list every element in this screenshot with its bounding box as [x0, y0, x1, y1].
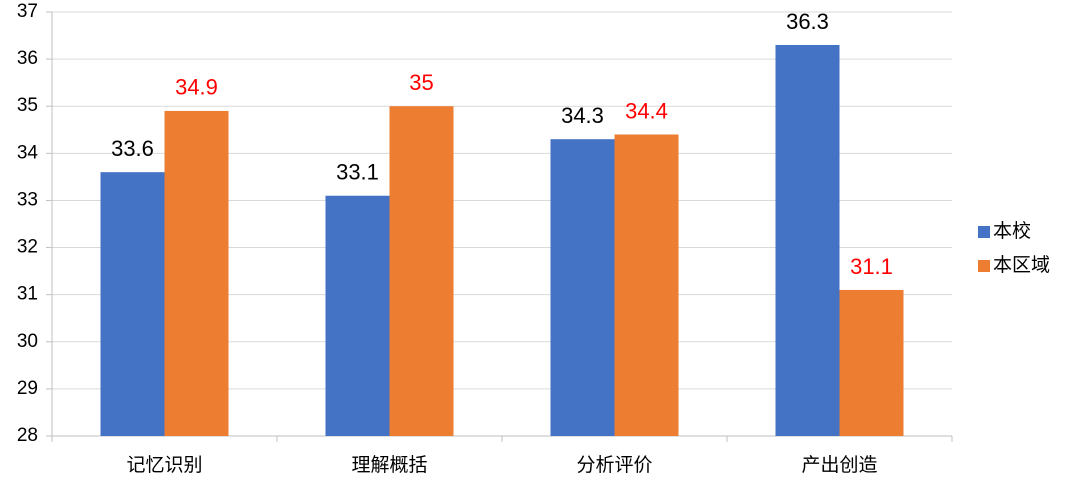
- bar: [839, 289, 904, 436]
- y-tick-label: 28: [17, 425, 38, 446]
- x-tick-label: 产出创造: [801, 454, 877, 476]
- x-tick-label: 记忆识别: [126, 454, 202, 476]
- bar: [775, 44, 840, 436]
- bar: [389, 106, 454, 436]
- bar: [614, 134, 679, 436]
- x-tick-label: 理解概括: [351, 454, 427, 476]
- y-tick-label: 34: [17, 142, 39, 163]
- y-tick-label: 36: [17, 48, 38, 69]
- bar: [325, 195, 390, 436]
- legend-swatch: [978, 226, 990, 238]
- value-label: 34.9: [175, 75, 218, 100]
- legend-swatch: [978, 260, 990, 272]
- y-tick-label: 29: [17, 378, 38, 399]
- x-tick-label: 分析评价: [576, 454, 652, 476]
- value-label: 33.1: [336, 160, 379, 185]
- value-label: 35: [409, 70, 433, 95]
- bar: [100, 172, 165, 436]
- y-tick-label: 35: [17, 95, 38, 116]
- value-label: 34.3: [561, 103, 604, 128]
- y-tick-label: 32: [17, 237, 38, 258]
- y-tick-label: 33: [17, 189, 38, 210]
- y-tick-label: 31: [17, 284, 38, 305]
- y-tick-label: 37: [17, 1, 38, 22]
- value-label: 34.4: [625, 98, 668, 123]
- value-label: 36.3: [786, 9, 829, 34]
- bar: [550, 139, 615, 436]
- y-tick-label: 30: [17, 331, 38, 352]
- legend-label: 本校: [993, 220, 1031, 242]
- legend-label: 本区域: [993, 254, 1050, 276]
- bar: [164, 110, 229, 436]
- value-label: 31.1: [850, 254, 893, 279]
- value-label: 33.6: [111, 136, 154, 161]
